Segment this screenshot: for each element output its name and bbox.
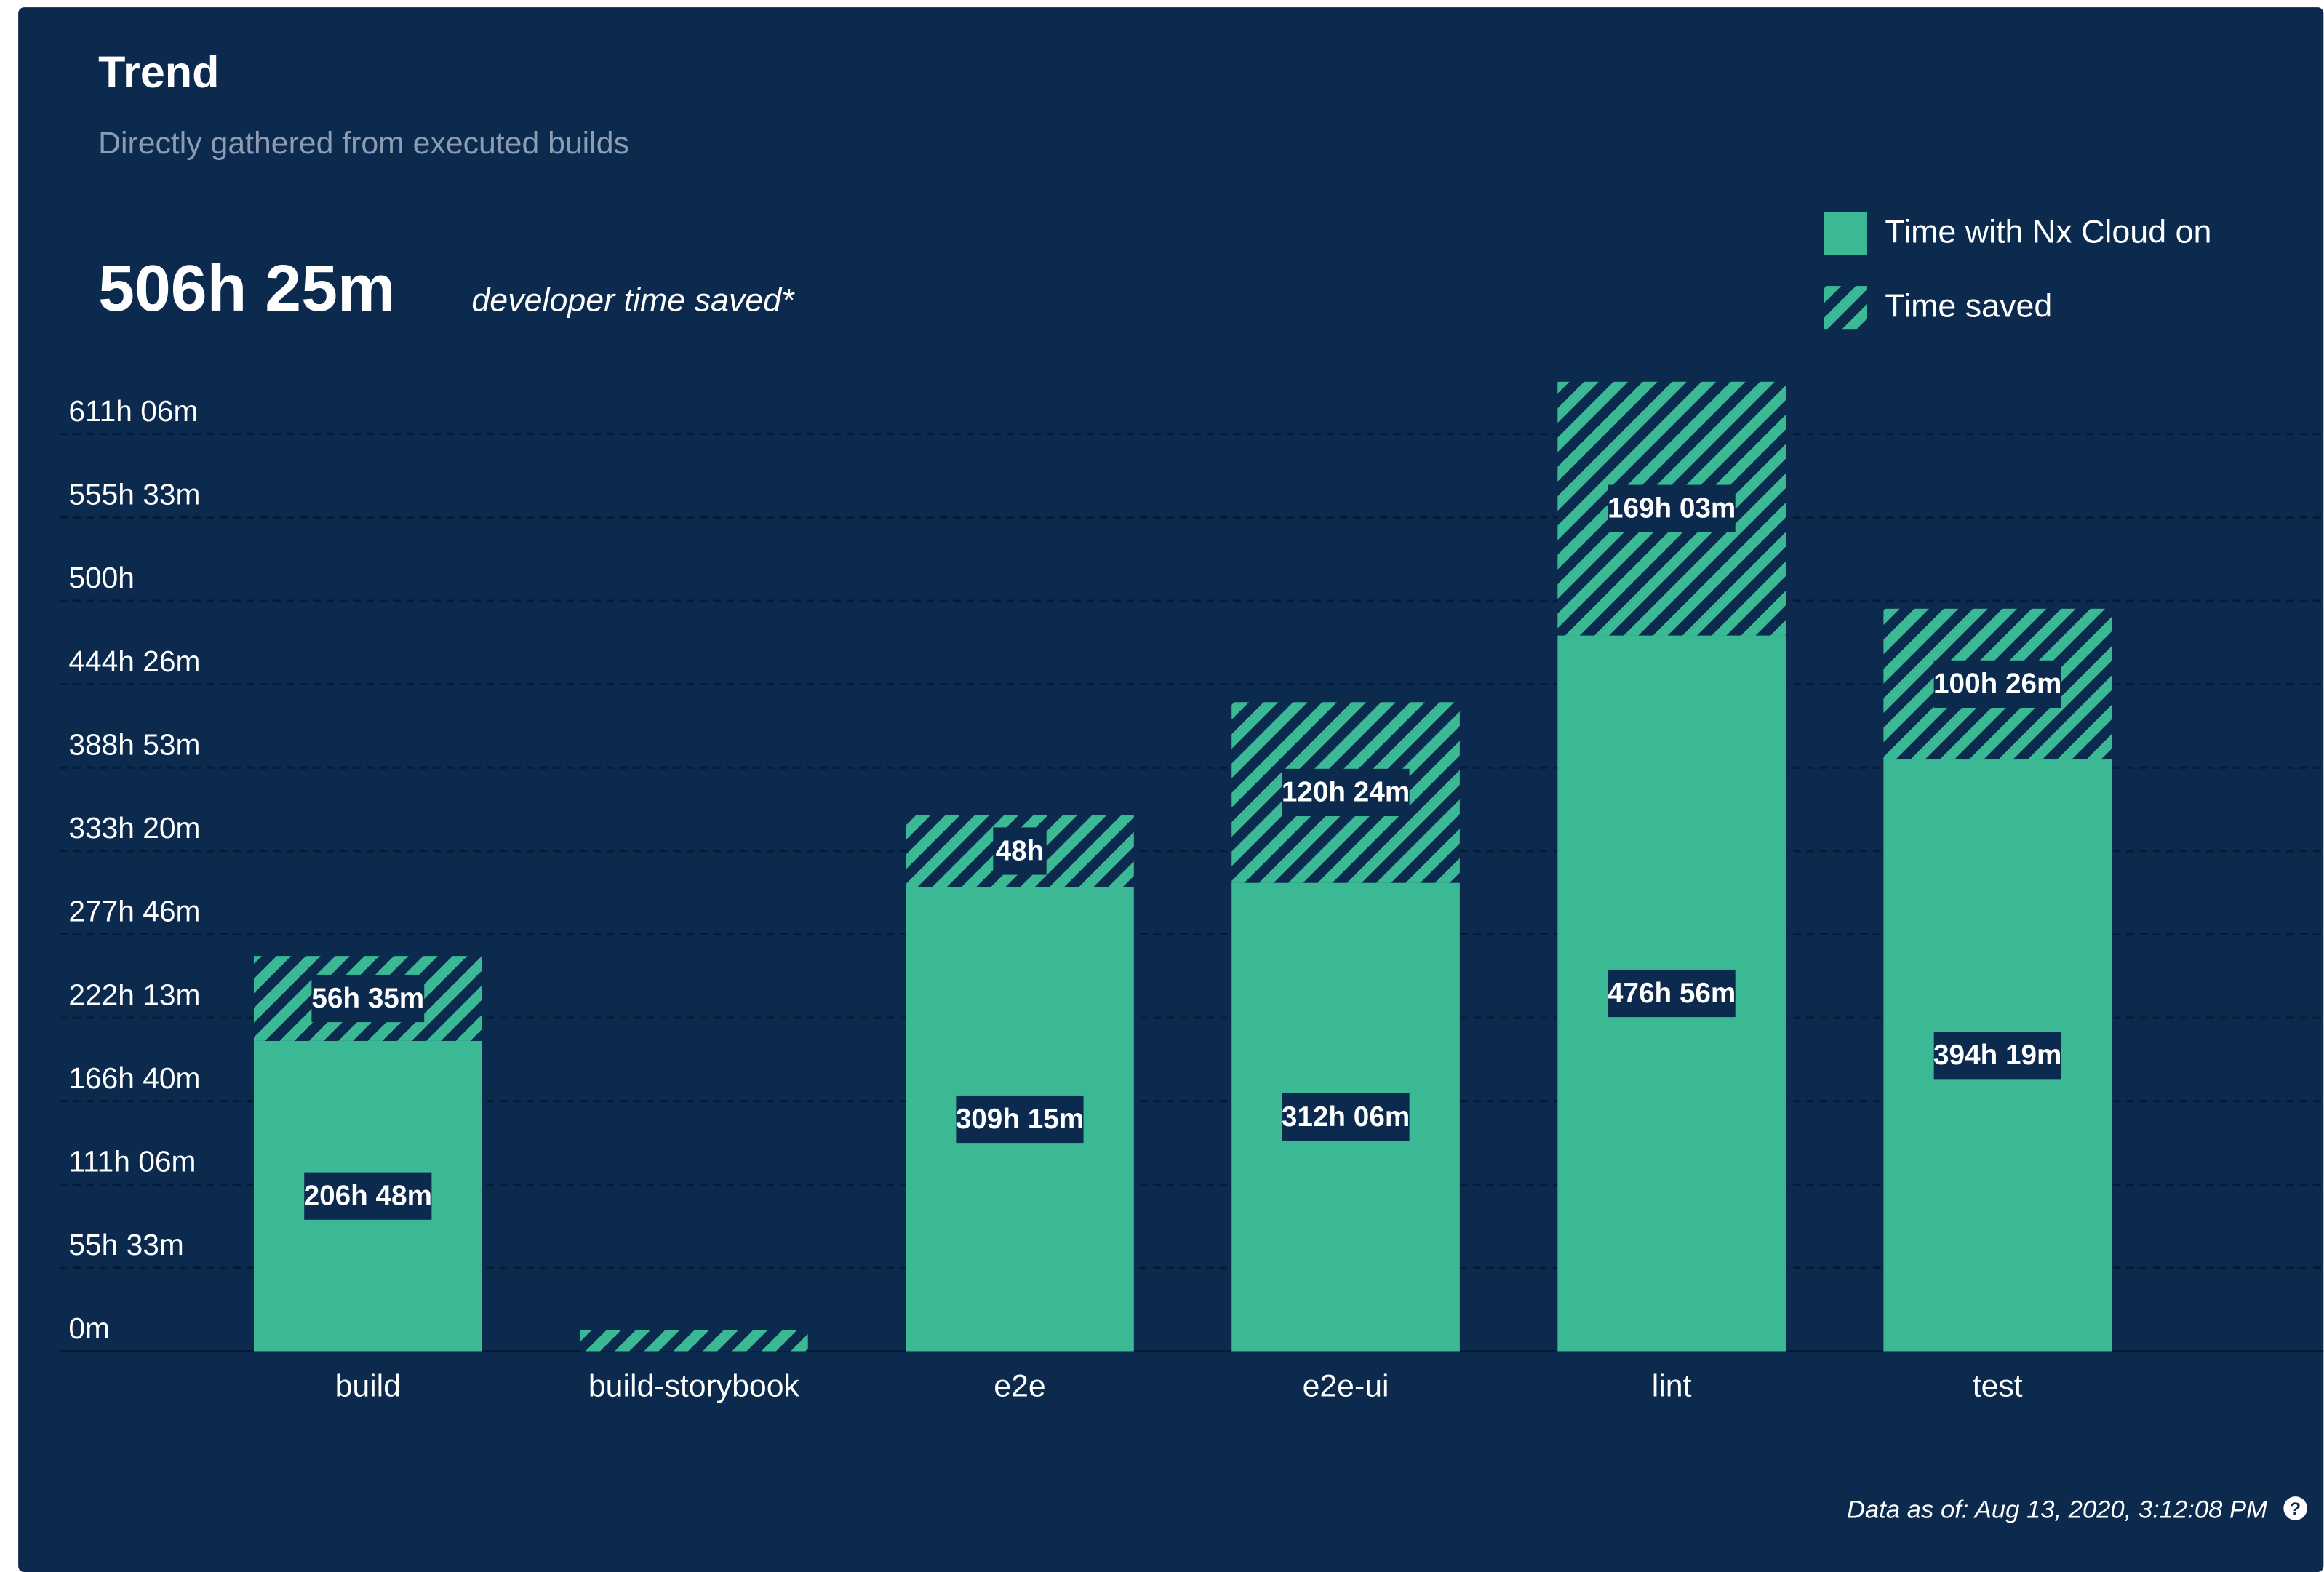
chart-title: Trend [98, 47, 219, 97]
value-label-bg [1608, 484, 1736, 532]
x-tick-label: build-storybook [588, 1369, 800, 1404]
value-label: 120h 24m [1282, 777, 1410, 808]
y-tick-label: 444h 26m [68, 645, 200, 678]
help-icon-text[interactable]: ? [2290, 1499, 2301, 1519]
value-label: 56h 35m [311, 983, 424, 1014]
value-label: 169h 03m [1608, 492, 1736, 524]
value-label-bg [1933, 1032, 2061, 1080]
value-label: 312h 06m [1282, 1101, 1410, 1133]
x-tick-label: e2e-ui [1303, 1369, 1389, 1404]
x-tick-label: test [1973, 1369, 2023, 1404]
y-tick-label: 222h 13m [68, 978, 200, 1011]
y-tick-label: 500h [68, 561, 135, 594]
total-saved: 506h 25m [98, 252, 396, 324]
value-label-bg [1933, 660, 2061, 708]
value-label: 206h 48m [304, 1180, 432, 1211]
bar-segment [580, 1330, 808, 1352]
legend-label: Time saved [1885, 287, 2052, 324]
x-tick-label: e2e [994, 1369, 1045, 1404]
total-saved-caption: developer time saved* [471, 282, 795, 318]
value-label-bg [993, 827, 1047, 875]
legend-label: Time with Nx Cloud on [1885, 214, 2211, 250]
legend-swatch [1824, 212, 1867, 255]
chart-subtitle: Directly gathered from executed builds [98, 126, 629, 161]
y-tick-label: 277h 46m [68, 895, 200, 928]
y-tick-label: 555h 33m [68, 478, 200, 511]
x-tick-label: lint [1652, 1369, 1692, 1404]
y-tick-label: 333h 20m [68, 811, 200, 845]
value-label-bg [311, 974, 425, 1023]
value-label-bg [304, 1172, 432, 1220]
help-icon[interactable] [2283, 1496, 2307, 1520]
value-label: 48h [996, 835, 1045, 866]
data-timestamp: Data as of: Aug 13, 2020, 3:12:08 PM [1847, 1496, 2267, 1524]
x-tick-label: build [335, 1369, 401, 1404]
value-label: 100h 26m [1933, 669, 2061, 700]
y-tick-label: 388h 53m [68, 727, 200, 761]
y-tick-label: 166h 40m [68, 1061, 200, 1095]
value-label-bg [1608, 969, 1736, 1018]
value-label-bg [956, 1095, 1084, 1144]
value-label-bg [1282, 1093, 1410, 1141]
value-label: 476h 56m [1608, 978, 1736, 1009]
legend-swatch [1824, 286, 1867, 330]
y-tick-label: 611h 06m [68, 394, 198, 428]
y-tick-label: 55h 33m [68, 1228, 183, 1261]
value-label: 394h 19m [1933, 1040, 2061, 1071]
value-label: 309h 15m [956, 1104, 1084, 1135]
y-tick-label: 111h 06m [68, 1145, 196, 1178]
y-tick-label: 0m [68, 1312, 110, 1345]
value-label-bg [1282, 768, 1410, 817]
